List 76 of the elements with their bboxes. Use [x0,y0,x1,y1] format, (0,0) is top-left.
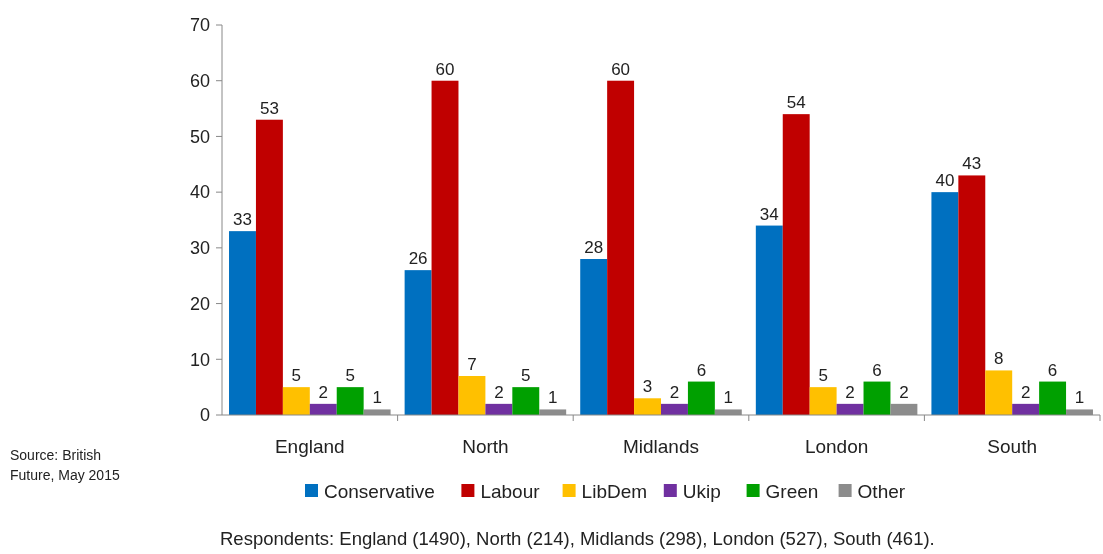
data-label: 43 [962,154,982,174]
data-label: 2 [1020,382,1031,402]
x-tick-label: Midlands [622,436,700,457]
data-label: 8 [994,349,1004,369]
data-label: 5 [291,366,302,386]
y-tick-label: 60 [189,71,210,92]
data-label: 7 [467,355,477,374]
bar [404,270,432,415]
bar [836,403,864,415]
bar [809,387,837,415]
bar [958,175,986,415]
data-label: 6 [872,360,882,380]
x-tick-label: North [462,436,509,457]
y-tick-label: 20 [189,293,210,314]
x-tick-label: England [274,436,345,457]
data-label: 2 [669,382,680,402]
legend-label: Green [765,480,819,502]
data-label: 5 [818,366,828,386]
legend-label: Conservative [324,480,435,502]
x-tick-label: South [987,436,1038,457]
bar [931,192,959,415]
data-label: 1 [1074,388,1085,408]
data-label: 1 [723,388,734,408]
bar [1039,381,1067,415]
bar [607,80,635,415]
data-label: 6 [696,360,707,380]
legend-label: LibDem [581,480,648,502]
data-label: 3 [642,377,653,397]
data-label: 2 [494,382,504,402]
data-label: 40 [935,171,955,191]
text: Respondents: England (1490), North (214), Midlands (298), London (527), South (461). [220,528,935,549]
data-label: 60 [611,59,631,79]
x-tick-label: London [804,436,869,457]
data-label: 2 [845,382,855,402]
data-label: 2 [899,382,909,402]
bar [431,80,459,415]
data-label: 2 [318,382,328,402]
data-label: 1 [372,388,382,408]
data-label: 28 [584,238,604,257]
data-label: 1 [547,388,558,408]
data-label: 54 [786,93,806,113]
bar [580,259,608,415]
bar [255,119,283,415]
bar [782,114,810,415]
bar [1012,403,1040,415]
y-tick-label: 70 [189,15,210,36]
legend-label: Ukip [682,480,721,502]
bar [661,403,688,415]
bar [485,403,513,415]
bar [755,225,783,415]
bar [512,387,540,415]
bar [863,381,891,415]
y-tick-label: 30 [189,238,210,259]
y-tick-label: 50 [189,126,210,147]
y-tick-label: 0 [199,405,210,426]
bar [282,387,310,415]
bar [687,381,715,415]
bar [336,387,364,415]
bar [229,231,256,415]
bar [985,370,1013,415]
data-label: 5 [521,366,531,386]
legend-label: Labour [480,480,541,502]
data-label: 53 [259,98,279,118]
bar [634,398,661,415]
legend-label: Other [857,480,906,502]
bar [309,403,337,415]
y-tick-label: 10 [189,349,210,370]
y-tick-label: 40 [189,182,210,203]
data-label: 60 [435,59,455,79]
data-label: 34 [759,204,779,224]
source-note: Source: British Future, May 2015 [10,447,120,483]
bar [458,376,486,415]
data-label: 33 [233,210,252,230]
data-label: 6 [1047,360,1058,380]
data-label: 26 [408,249,428,269]
data-label: 5 [345,366,355,386]
